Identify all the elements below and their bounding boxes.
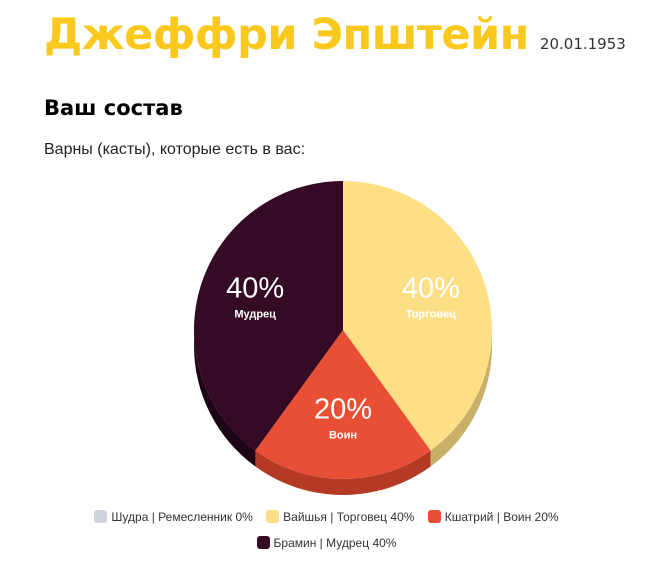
- legend-role: Ремесленник: [158, 510, 233, 524]
- legend-item-vaishya[interactable]: Вайшья | Торговец 40%: [266, 510, 414, 524]
- legend-swatch: [94, 510, 108, 523]
- legend-role: Мудрец: [326, 536, 370, 550]
- pie-chart: 40% Торговец 20% Воин 40% Мудрец: [194, 181, 493, 496]
- legend-pct: 0%: [235, 510, 253, 524]
- section-subtitle: Варны (касты), которые есть в вас:: [44, 141, 306, 158]
- section-title: Ваш состав: [44, 96, 183, 120]
- pie-slice-side: [255, 450, 431, 496]
- pie-slice-side: [194, 330, 256, 467]
- pie-slice[interactable]: [255, 330, 431, 479]
- legend-item-shudra[interactable]: Шудра | Ремесленник 0%: [94, 510, 253, 524]
- slice-name-label: Воин: [329, 429, 357, 441]
- legend-name: Вайшья: [283, 510, 327, 524]
- person-name: Джеффри Эпштейн: [44, 10, 529, 60]
- page-header: Джеффри Эпштейн 20.01.1953: [44, 10, 626, 60]
- legend-name: Шудра: [111, 510, 149, 524]
- legend-swatch: [256, 536, 270, 549]
- birth-date: 20.01.1953: [539, 35, 626, 53]
- legend-name: Брамин: [273, 536, 317, 550]
- slice-percent-label: 40%: [226, 272, 284, 304]
- legend-item-brahmin[interactable]: Брамин | Мудрец 40%: [256, 536, 397, 550]
- pie-slice[interactable]: [194, 181, 343, 451]
- slice-name-label: Торговец: [406, 308, 456, 320]
- legend-pct: 40%: [372, 536, 397, 550]
- legend-pct: 40%: [390, 510, 415, 524]
- chart-legend-row2: Брамин | Мудрец 40%: [0, 536, 653, 550]
- slice-name-label: Мудрец: [234, 308, 276, 320]
- pie-slice[interactable]: [343, 181, 493, 451]
- slice-percent-label: 40%: [402, 272, 460, 304]
- legend-role: Воин: [503, 510, 532, 524]
- legend-item-kshatriya[interactable]: Кшатрий | Воин 20%: [427, 510, 559, 524]
- legend-name: Кшатрий: [444, 510, 494, 524]
- legend-pct: 20%: [534, 510, 559, 524]
- pie-slice-side: [430, 330, 492, 467]
- legend-swatch: [266, 510, 280, 523]
- legend-swatch: [427, 510, 441, 523]
- legend-role: Торговец: [336, 510, 388, 524]
- slice-percent-label: 20%: [314, 393, 372, 425]
- chart-legend: Шудра | Ремесленник 0% Вайшья | Торговец…: [0, 510, 653, 524]
